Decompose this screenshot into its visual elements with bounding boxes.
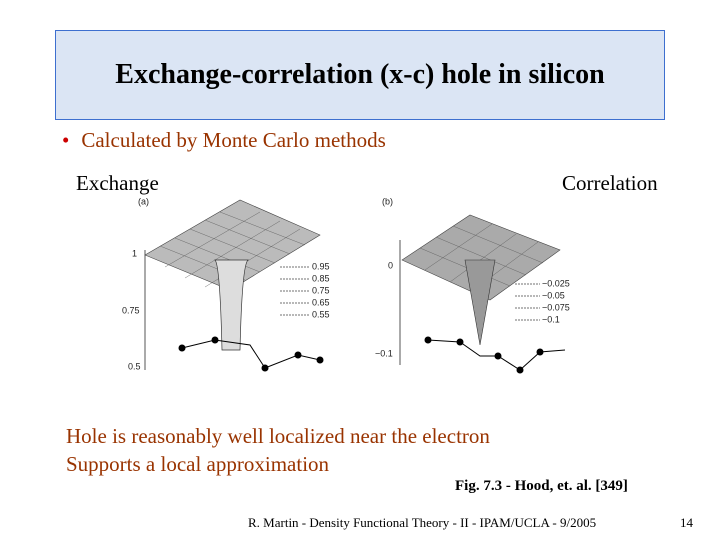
page-number: 14 xyxy=(680,515,693,530)
contour-label: −0.1 xyxy=(542,314,560,324)
surface xyxy=(401,214,561,301)
contour-label: 0.95 xyxy=(312,261,330,271)
contour-label: 0.85 xyxy=(312,273,330,283)
hole-spike xyxy=(214,259,249,351)
caption: Fig. 7.3 - Hood, et. al. [349] xyxy=(455,478,628,494)
contour-label: 0.65 xyxy=(312,297,330,307)
legend-lines xyxy=(515,283,540,321)
surface xyxy=(144,199,321,291)
contour-label: −0.05 xyxy=(542,290,565,300)
note: Supports a local approximation xyxy=(66,452,330,476)
bullet-text: Calculated by Monte Carlo methods xyxy=(81,128,386,152)
title: Exchange-correlation (x-c) hole in silic… xyxy=(115,59,605,90)
figure: (a) 1 0.75 0.5 0.95 0.85 0.75 0.65 0.55 … xyxy=(122,196,570,374)
note: Hole is reasonably well localized near t… xyxy=(66,424,490,448)
hole-spike xyxy=(464,259,496,346)
axis-label: 0.75 xyxy=(122,305,140,315)
axis-label: 0 xyxy=(388,260,393,270)
exchange-heading: Exchange xyxy=(76,171,159,195)
panel-label: (b) xyxy=(382,196,393,206)
atoms xyxy=(424,336,544,374)
contour-label: −0.025 xyxy=(542,278,570,288)
contour-label: −0.075 xyxy=(542,302,570,312)
title-box: Exchange-correlation (x-c) hole in silic… xyxy=(55,30,665,120)
atom-chain xyxy=(181,339,321,369)
axis-label: −0.1 xyxy=(375,348,393,358)
bullet: • Calculated by Monte Carlo methods xyxy=(62,128,386,152)
contour-label: 0.55 xyxy=(312,309,330,319)
atoms xyxy=(178,336,324,372)
contour-label: 0.75 xyxy=(312,285,330,295)
axis-label: 1 xyxy=(132,248,137,258)
panel-label: (a) xyxy=(138,196,149,206)
correlation-heading: Correlation xyxy=(562,171,658,195)
legend-lines xyxy=(280,266,310,316)
footer-credit: R. Martin - Density Functional Theory - … xyxy=(248,515,597,530)
axis-label: 0.5 xyxy=(128,361,141,371)
mesh xyxy=(419,223,544,292)
